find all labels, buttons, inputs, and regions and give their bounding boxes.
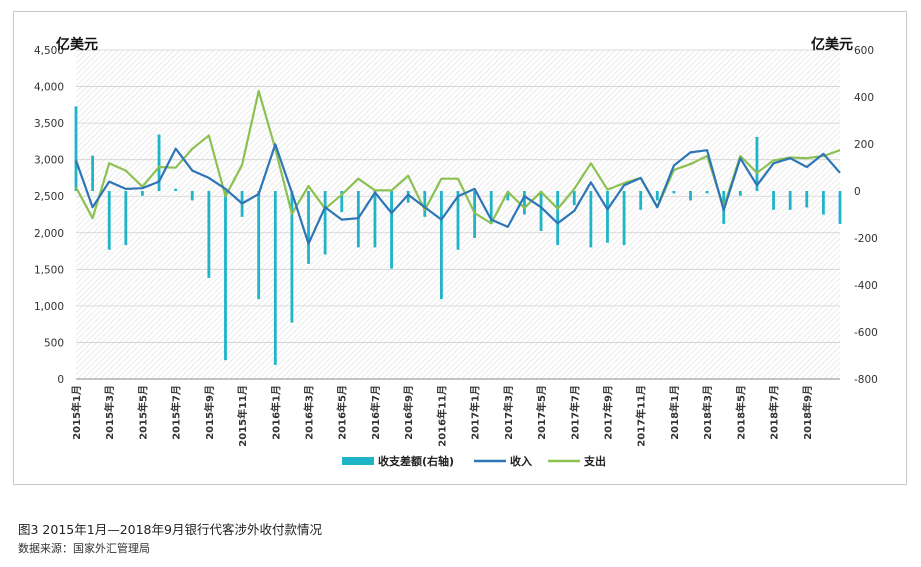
bar-balance — [307, 191, 310, 264]
bar-balance — [323, 191, 327, 255]
x-tick-label: 2018年5月 — [734, 385, 747, 440]
x-tick-label: 2015年9月 — [203, 385, 216, 440]
x-tick-label: 2015年5月 — [136, 385, 149, 440]
left-axis-unit: 亿美元 — [56, 37, 98, 53]
x-tick-label: 2015年7月 — [170, 385, 183, 440]
bar-balance — [157, 134, 161, 191]
bar-balance — [738, 191, 742, 196]
left-tick-label: 4,500 — [34, 45, 64, 57]
bar-balance — [589, 191, 593, 248]
legend-label-balance: 收支差额(右轴) — [378, 454, 454, 468]
bar-balance — [523, 191, 526, 215]
bar-balance — [689, 191, 692, 201]
axes: 0 500 1,000 1,500 2,000 2,500 3,000 3,500 4,000 4… — [34, 45, 878, 447]
right-tick-label: -800 — [854, 374, 878, 386]
x-tick-label: 2018年7月 — [768, 385, 781, 440]
x-tick-label: 2017年5月 — [535, 385, 548, 440]
left-tick-label: 0 — [57, 374, 64, 386]
bar-balance — [473, 191, 477, 238]
right-tick-label: 600 — [854, 45, 874, 57]
bar-balance — [257, 191, 261, 300]
bar-balance — [572, 191, 576, 206]
x-tick-label: 2016年7月 — [369, 385, 382, 440]
bar-balance — [107, 191, 111, 250]
x-tick-label: 2016年3月 — [303, 385, 316, 440]
bar-balance — [273, 191, 277, 365]
legend: 收支差额(右轴) 收入 支出 — [342, 454, 606, 468]
bar-balance — [821, 191, 825, 215]
right-tick-label: -600 — [854, 327, 878, 339]
x-tick-label: 2017年9月 — [601, 385, 614, 440]
left-tick-label: 2,500 — [34, 191, 64, 203]
line-series — [74, 89, 841, 245]
bar-balance — [772, 191, 775, 210]
bar-balance — [207, 191, 211, 278]
bar-balance — [406, 191, 410, 203]
bar-balance — [141, 191, 144, 196]
x-tick-label: 2018年3月 — [701, 385, 714, 440]
x-tick-label: 2015年1月 — [70, 385, 83, 440]
bar-balance — [606, 191, 609, 243]
left-tick-label: 4,000 — [34, 82, 64, 94]
right-tick-label: -200 — [854, 233, 878, 245]
figure-caption: 图3 2015年1月—2018年9月银行代客涉外收付款情况 — [18, 522, 322, 537]
bar-balance — [556, 191, 560, 246]
bar-balance — [373, 191, 377, 248]
bar-balance — [805, 191, 809, 208]
right-tick-label: 400 — [854, 92, 874, 104]
legend-swatch-balance — [342, 457, 374, 465]
chart-frame: 0 500 1,000 1,500 2,000 2,500 3,000 3,500 4,000 4… — [13, 11, 907, 485]
bar-balance — [755, 136, 759, 191]
x-tick-label: 2015年11月 — [236, 385, 249, 447]
x-tick-label: 2016年1月 — [269, 385, 282, 440]
bar-balance — [174, 188, 178, 191]
x-tick-label: 2016年9月 — [402, 385, 415, 440]
bar-balance — [91, 155, 95, 191]
bar-balance — [340, 191, 344, 213]
x-tick-label: 2017年7月 — [568, 385, 581, 440]
x-tick-label: 2018年1月 — [668, 385, 681, 440]
legend-label-expense: 支出 — [583, 454, 606, 468]
bar-balance — [639, 191, 643, 210]
line-income — [74, 143, 841, 245]
left-tick-label: 1,500 — [34, 264, 64, 276]
bar-balance — [74, 106, 78, 191]
bar-balance — [390, 191, 393, 269]
left-tick-label: 3,500 — [34, 118, 64, 130]
left-tick-label: 2,000 — [34, 228, 64, 240]
bar-balance — [224, 191, 227, 361]
bar-balance — [190, 191, 194, 201]
bar-balance — [290, 191, 294, 323]
bar-balance — [456, 191, 460, 250]
x-tick-label: 2016年5月 — [336, 385, 349, 440]
data-source: 数据来源：国家外汇管理局 — [18, 542, 150, 555]
bar-balance — [705, 191, 709, 194]
x-tick-label: 2017年1月 — [469, 385, 482, 440]
right-tick-label: 0 — [854, 186, 861, 198]
chart-svg: 0 500 1,000 1,500 2,000 2,500 3,000 3,500 4,000 4… — [34, 45, 878, 468]
x-tick-label: 2016年11月 — [435, 385, 448, 447]
x-tick-label: 2015年3月 — [103, 385, 116, 440]
bar-balance — [506, 191, 510, 201]
bar-balance — [423, 191, 427, 217]
x-tick-label: 2017年3月 — [502, 385, 515, 440]
legend-label-income: 收入 — [510, 454, 532, 468]
bar-balance — [622, 191, 626, 246]
bar-balance — [539, 191, 543, 231]
x-tick-label: 2018年9月 — [801, 385, 814, 440]
left-tick-label: 1,000 — [34, 301, 64, 313]
bar-balance — [788, 191, 792, 210]
bar-balance — [439, 191, 443, 300]
right-axis-unit: 亿美元 — [811, 37, 853, 53]
right-tick-label: -400 — [854, 280, 878, 292]
left-tick-label: 3,000 — [34, 155, 64, 167]
bar-balance — [672, 191, 676, 194]
left-tick-label: 500 — [44, 337, 64, 349]
bar-balance — [489, 191, 493, 224]
bar-balance — [124, 191, 128, 246]
bar-balance — [655, 191, 659, 201]
bar-balance — [838, 191, 842, 224]
right-tick-label: 200 — [854, 139, 874, 151]
x-tick-label: 2017年11月 — [635, 385, 648, 447]
